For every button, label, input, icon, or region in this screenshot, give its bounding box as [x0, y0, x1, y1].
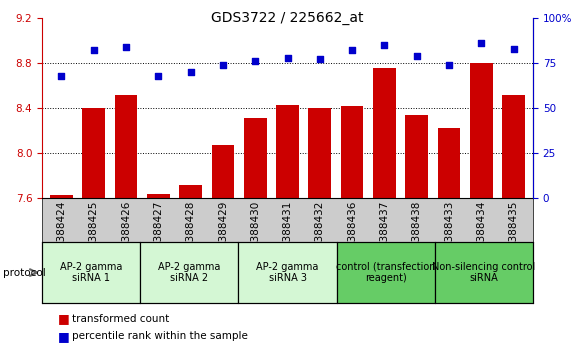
Point — [283, 55, 292, 61]
Bar — [244, 118, 266, 354]
Point — [509, 46, 519, 51]
Point — [315, 57, 324, 62]
Bar — [405, 115, 428, 354]
Point — [218, 62, 227, 68]
Point — [57, 73, 66, 79]
Text: control (transfection
reagent): control (transfection reagent) — [336, 262, 436, 284]
Point — [444, 62, 454, 68]
Bar — [470, 63, 492, 354]
Bar — [502, 95, 525, 354]
Point — [186, 69, 195, 75]
Bar — [373, 68, 396, 354]
Text: ■: ■ — [58, 330, 70, 343]
Point — [154, 73, 163, 79]
Bar — [50, 195, 72, 354]
Text: AP-2 gamma
siRNA 1: AP-2 gamma siRNA 1 — [60, 262, 122, 284]
Bar — [212, 145, 234, 354]
Text: percentile rank within the sample: percentile rank within the sample — [72, 331, 248, 341]
Bar — [309, 108, 331, 354]
Point — [347, 47, 357, 53]
Point — [89, 47, 99, 53]
Bar — [179, 184, 202, 354]
Text: ■: ■ — [58, 312, 70, 325]
Text: GDS3722 / 225662_at: GDS3722 / 225662_at — [211, 11, 364, 25]
Text: transformed count: transformed count — [72, 314, 170, 324]
Point — [251, 58, 260, 64]
Text: protocol: protocol — [3, 268, 46, 278]
Point — [412, 53, 421, 59]
Text: AP-2 gamma
siRNA 3: AP-2 gamma siRNA 3 — [256, 262, 318, 284]
Point — [477, 40, 486, 46]
Bar — [276, 105, 299, 354]
Bar — [438, 128, 461, 354]
Point — [380, 42, 389, 48]
Bar — [115, 95, 137, 354]
Text: AP-2 gamma
siRNA 2: AP-2 gamma siRNA 2 — [158, 262, 220, 284]
Point — [121, 44, 130, 50]
Bar — [341, 106, 364, 354]
Bar — [147, 194, 169, 354]
Bar — [82, 108, 105, 354]
Text: Non-silencing control
siRNA: Non-silencing control siRNA — [432, 262, 535, 284]
